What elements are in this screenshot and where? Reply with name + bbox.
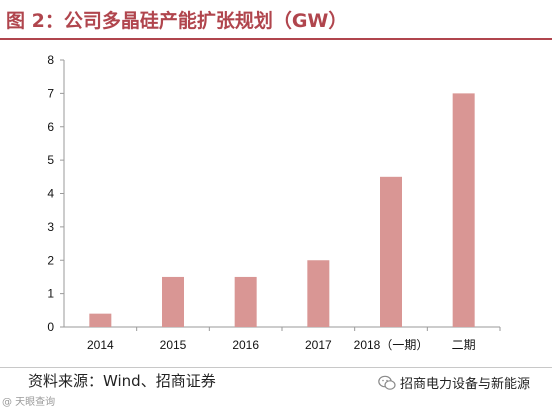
y-tick-label: 8 — [47, 53, 54, 67]
y-tick-label: 7 — [47, 86, 54, 100]
corner-mark: @ 天眼查询 — [2, 397, 56, 408]
footer-divider — [0, 367, 552, 368]
bar-chart: 0 1 2 3 4 5 6 7 8 2014 2015 2016 2017 2018（一期） 二期 — [47, 53, 501, 352]
source-note: 资料来源：Wind、招商证券 — [28, 372, 216, 390]
y-tick-label: 3 — [47, 220, 54, 234]
y-tick-label: 2 — [47, 253, 54, 267]
y-tick-label: 5 — [47, 153, 54, 167]
page-title: 图 2：公司多晶硅产能扩张规划（GW） — [6, 10, 348, 32]
watermark-label: 招商电力设备与新能源 — [400, 377, 531, 392]
title-bar: 图 2：公司多晶硅产能扩张规划（GW） — [0, 0, 552, 40]
bar-2018（一期） — [380, 176, 402, 327]
x-tick-label: 2018（一期） — [354, 338, 429, 352]
y-tick-label: 0 — [47, 320, 54, 334]
y-tick-label: 6 — [47, 120, 54, 134]
bar-2015 — [162, 276, 184, 327]
y-tick-label: 4 — [47, 187, 54, 201]
bar-2016 — [234, 276, 257, 327]
x-tick-label: 2016 — [232, 338, 259, 352]
bar-二期 — [452, 93, 475, 327]
wechat-icon — [378, 375, 396, 390]
wechat-watermark: 招商电力设备与新能源 — [378, 373, 530, 392]
x-tick-label: 2017 — [305, 338, 332, 352]
x-tick-label: 二期 — [452, 338, 476, 352]
bar-2014 — [89, 313, 112, 327]
bar-2017 — [307, 260, 330, 327]
x-tick-label: 2014 — [87, 338, 114, 352]
y-tick-label: 1 — [47, 287, 54, 301]
x-tick-label: 2015 — [160, 338, 187, 352]
